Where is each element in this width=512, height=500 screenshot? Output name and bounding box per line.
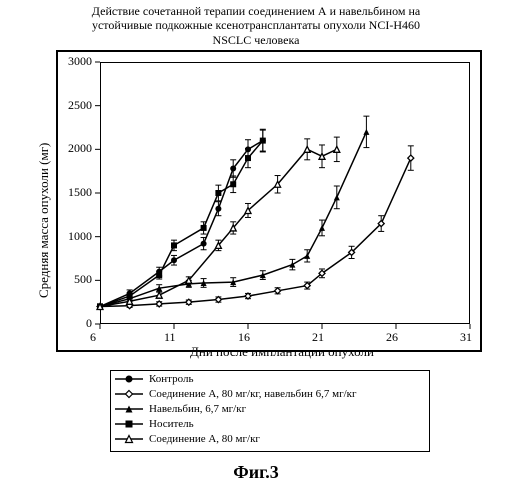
x-tick-label: 31 bbox=[460, 330, 472, 345]
y-tick-label: 1500 bbox=[68, 185, 92, 200]
x-tick-label: 21 bbox=[312, 330, 324, 345]
x-tick-label: 11 bbox=[164, 330, 176, 345]
x-tick-label: 16 bbox=[238, 330, 250, 345]
legend-label: Контроль bbox=[149, 373, 193, 385]
legend-item: Носитель bbox=[111, 416, 429, 431]
legend-swatch bbox=[115, 418, 143, 430]
y-tick-label: 1000 bbox=[68, 229, 92, 244]
legend-item: Соединение А, 80 мг/кг bbox=[111, 431, 429, 446]
y-axis-label: Средняя масса опухоли (мг) bbox=[36, 143, 52, 298]
legend-swatch bbox=[115, 373, 143, 385]
legend-label: Соединение А, 80 мг/кг, навельбин 6,7 мг… bbox=[149, 388, 357, 400]
y-tick-label: 2000 bbox=[68, 141, 92, 156]
y-tick-label: 3000 bbox=[68, 54, 92, 69]
legend-label: Соединение А, 80 мг/кг bbox=[149, 433, 260, 445]
y-tick-label: 2500 bbox=[68, 98, 92, 113]
legend-item: Соединение А, 80 мг/кг, навельбин 6,7 мг… bbox=[111, 386, 429, 401]
legend-swatch bbox=[115, 403, 143, 415]
figure-caption: Фиг.3 bbox=[0, 462, 512, 483]
legend-swatch bbox=[115, 433, 143, 445]
legend-swatch bbox=[115, 388, 143, 400]
legend-item: Навельбин, 6,7 мг/кг bbox=[111, 401, 429, 416]
legend-item: Контроль bbox=[111, 371, 429, 386]
legend-label: Навельбин, 6,7 мг/кг bbox=[149, 403, 246, 415]
legend-label: Носитель bbox=[149, 418, 194, 430]
y-tick-label: 500 bbox=[74, 272, 92, 287]
y-tick-label: 0 bbox=[86, 316, 92, 331]
x-axis-label: Дни после имплантации опухоли bbox=[190, 344, 374, 360]
x-tick-label: 26 bbox=[386, 330, 398, 345]
x-tick-label: 6 bbox=[90, 330, 96, 345]
legend-box: Контроль Соединение А, 80 мг/кг, навельби… bbox=[110, 370, 430, 452]
